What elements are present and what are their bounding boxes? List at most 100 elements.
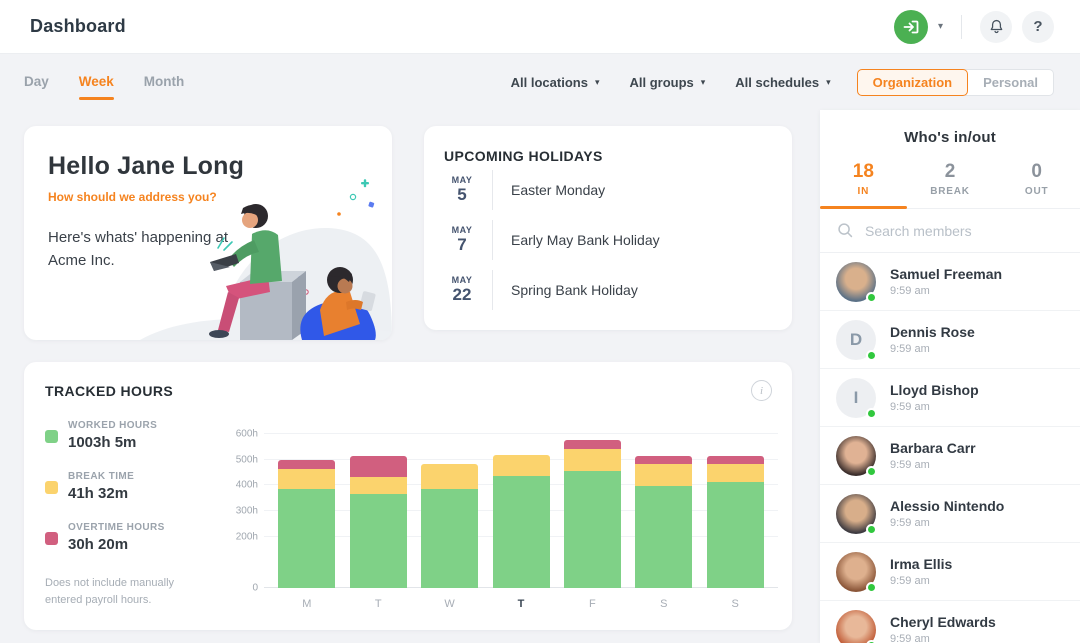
filter-dropdown[interactable]: All groups — [629, 75, 705, 90]
member-row[interactable]: Samuel Freeman 9:59 am — [820, 253, 1080, 311]
member-row[interactable]: Irma Ellis 9:59 am — [820, 543, 1080, 601]
legend-item: OVERTIME HOURS 30h 20m — [45, 522, 225, 553]
x-tick-label: T — [517, 598, 525, 610]
main-content: Hello Jane Long How should we address yo… — [24, 126, 792, 630]
legend-item: WORKED HOURS 1003h 5m — [45, 420, 225, 451]
avatar-wrap — [836, 551, 877, 593]
legend-label: OVERTIME HOURS — [68, 522, 165, 533]
filter-label: All locations — [510, 74, 588, 90]
clock-in-button[interactable] — [893, 9, 928, 44]
bar-segment — [349, 455, 407, 477]
bar-segment — [278, 469, 336, 490]
member-name: Samuel Freeman — [890, 266, 1003, 282]
member-row[interactable]: D Dennis Rose 9:59 am — [820, 311, 1080, 369]
chevron-down-icon — [595, 78, 600, 87]
member-time: 9:59 am — [890, 285, 930, 297]
status-dot — [866, 523, 877, 535]
y-tick-label: 600h — [235, 428, 258, 440]
holiday-month: MAY — [451, 174, 473, 185]
holiday-date: MAY 5 — [444, 174, 480, 205]
scope-personal-button[interactable]: Personal — [965, 68, 1054, 96]
whos-in-out-title: Who's in/out — [904, 129, 996, 146]
filter-label: All groups — [629, 74, 694, 90]
bar-segment — [421, 463, 479, 490]
member-row[interactable]: Alessio Nintendo 9:59 am — [820, 485, 1080, 543]
top-bar: Dashboard — [0, 0, 1080, 54]
holiday-row: MAY 7 Early May Bank Holiday — [444, 216, 772, 264]
presence-tab[interactable]: 2 BREAK — [907, 161, 994, 197]
presence-tab[interactable]: 18 IN — [820, 161, 907, 209]
notifications-button[interactable] — [980, 10, 1012, 43]
greeting-message-line2: Acme Inc. — [48, 252, 115, 270]
y-tick-label: 200h — [235, 531, 258, 543]
presence-tab[interactable]: 0 OUT — [993, 161, 1080, 197]
search-members-input[interactable] — [865, 222, 1063, 239]
presence-label: OUT — [1024, 186, 1049, 197]
chevron-down-icon — [701, 78, 706, 87]
whos-in-out-panel: Who's in/out 18 IN 2 BREAK 0 OUT — [820, 110, 1080, 643]
bar-column — [421, 434, 479, 588]
toolbar-row: Day Week Month All locations All groups — [0, 54, 1080, 110]
member-name: Alessio Nintendo — [890, 498, 1005, 514]
chart-footnote: Does not include manually entered payrol… — [45, 575, 174, 608]
holiday-date: MAY 22 — [444, 274, 480, 305]
legend-label: WORKED HOURS — [68, 420, 158, 431]
member-row[interactable]: I Lloyd Bishop 9:59 am — [820, 369, 1080, 427]
presence-label: BREAK — [930, 186, 970, 197]
view-tab[interactable]: Month — [143, 74, 185, 89]
bar-segment — [278, 459, 336, 470]
view-tab[interactable]: Day — [24, 74, 49, 89]
avatar — [836, 609, 876, 643]
member-name: Irma Ellis — [890, 556, 953, 572]
holiday-separator — [492, 170, 493, 210]
member-time: 9:59 am — [890, 633, 930, 643]
clock-menu-chevron-down-icon[interactable] — [938, 22, 943, 32]
legend-item: BREAK TIME 41h 32m — [45, 471, 225, 502]
legend-swatch — [45, 481, 58, 494]
chevron-down-icon — [826, 78, 831, 87]
info-icon[interactable] — [751, 380, 772, 401]
member-time: 9:59 am — [890, 343, 930, 355]
status-dot — [866, 349, 877, 361]
greeting-title: Hello Jane Long — [48, 152, 245, 180]
member-row[interactable]: Cheryl Edwards 9:59 am — [820, 601, 1080, 643]
member-time: 9:59 am — [890, 459, 930, 471]
holiday-separator — [492, 220, 493, 260]
avatar-wrap: D — [836, 319, 877, 361]
avatar-wrap: I — [836, 377, 877, 419]
scope-toggle: Organization Personal — [856, 68, 1054, 96]
holiday-name: Easter Monday — [511, 182, 606, 198]
bar-segment — [635, 485, 693, 588]
address-preference-link[interactable]: How should we address you? — [48, 190, 217, 204]
holiday-row: MAY 22 Spring Bank Holiday — [444, 266, 772, 314]
bar-segment — [563, 449, 621, 472]
filter-dropdown[interactable]: All locations — [511, 75, 600, 90]
bar-segment — [706, 456, 764, 464]
presence-count: 18 — [852, 161, 874, 182]
x-tick-label: S — [731, 598, 739, 610]
x-tick-label: W — [444, 598, 455, 610]
help-button[interactable] — [1022, 10, 1054, 43]
holiday-month: MAY — [451, 274, 473, 285]
chart-legend: WORKED HOURS 1003h 5m BREAK TIME 41h 32m — [45, 420, 225, 573]
holiday-day: 5 — [457, 184, 467, 204]
holiday-row: MAY 5 Easter Monday — [444, 166, 772, 214]
bar-segment — [278, 489, 336, 588]
holidays-list: MAY 5 Easter Monday MAY 7 — [444, 166, 772, 314]
bar-column — [492, 434, 550, 588]
legend-label: BREAK TIME — [68, 471, 135, 482]
bar-column — [278, 434, 336, 588]
header-actions — [893, 9, 1054, 44]
filter-dropdown[interactable]: All schedules — [735, 75, 830, 90]
view-tab[interactable]: Week — [78, 54, 114, 110]
chart-plot — [264, 433, 778, 588]
bar-column — [563, 434, 621, 588]
greeting-message-line1: Here's whats' happening at — [48, 229, 229, 246]
member-row[interactable]: Barbara Carr 9:59 am — [820, 427, 1080, 485]
bar-column — [349, 434, 407, 588]
avatar-wrap — [836, 435, 877, 477]
scope-organization-button[interactable]: Organization — [856, 68, 969, 96]
status-dot — [866, 465, 877, 477]
